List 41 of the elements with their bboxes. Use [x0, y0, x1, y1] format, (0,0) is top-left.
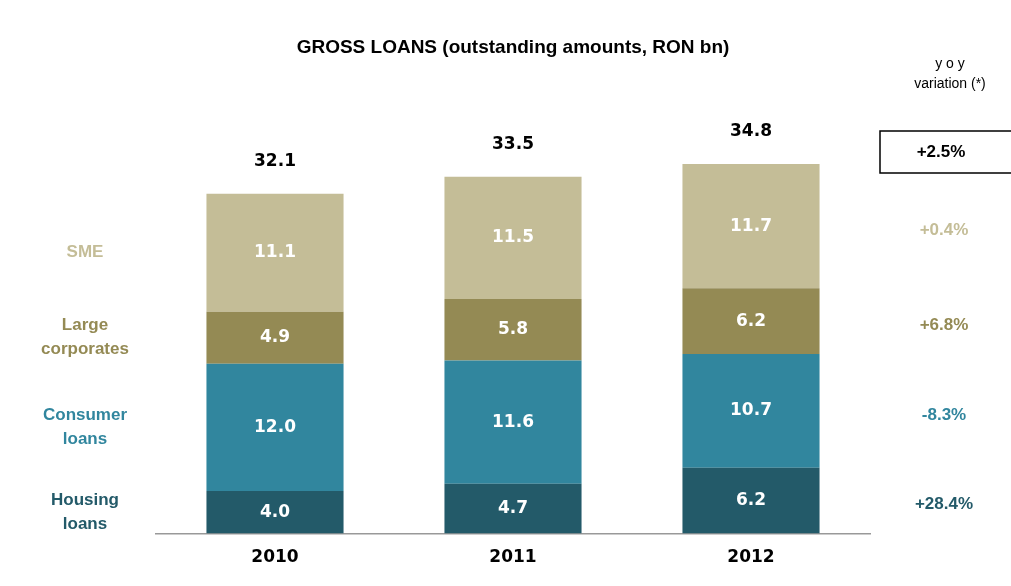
data-label: 5.8 [497, 318, 529, 339]
data-label: 11.6 [492, 410, 534, 431]
data-label: 4.9 [259, 326, 291, 347]
text: +6.8% [919, 314, 969, 334]
data-label: 11.7 [730, 214, 772, 235]
data-label: 12.0 [254, 415, 297, 436]
text: +2.5% [916, 141, 966, 161]
x-tick-label: 2011 [489, 546, 537, 567]
bar [206, 491, 344, 534]
x-tick-label: 2012 [727, 546, 775, 567]
bar [682, 354, 820, 468]
bar [444, 176, 582, 299]
bar [206, 363, 344, 492]
data-label: 4.7 [497, 497, 529, 518]
text: Large corporates [41, 315, 129, 359]
data-label: 11.1 [254, 241, 296, 262]
total-label: 33.5 [492, 133, 534, 154]
bar [444, 483, 582, 534]
bar [206, 311, 344, 364]
text: Housing loans [51, 490, 119, 534]
text: Consumer loans [42, 405, 128, 449]
chart-title: GROSS LOANS (outstanding amounts, RON bn) [296, 35, 730, 57]
data-label: 6.2 [735, 489, 767, 510]
text: +28.4% [914, 494, 974, 514]
bar [206, 193, 344, 312]
bar [682, 467, 820, 534]
text: -8.3% [921, 404, 967, 424]
data-label: 11.5 [492, 226, 534, 247]
x-tick-label: 2010 [251, 546, 299, 567]
text: SME [66, 242, 104, 262]
bar [682, 288, 820, 355]
data-label: 6.2 [735, 309, 767, 330]
bar [444, 298, 582, 361]
data-label: 4.0 [259, 500, 291, 521]
text: y o y variation (*) [914, 54, 986, 91]
total-label: 32.1 [254, 150, 296, 171]
total-label: 34.8 [730, 120, 772, 141]
bar [682, 164, 820, 289]
data-label: 10.7 [730, 399, 772, 420]
text: +0.4% [919, 219, 969, 239]
bar [444, 360, 582, 484]
